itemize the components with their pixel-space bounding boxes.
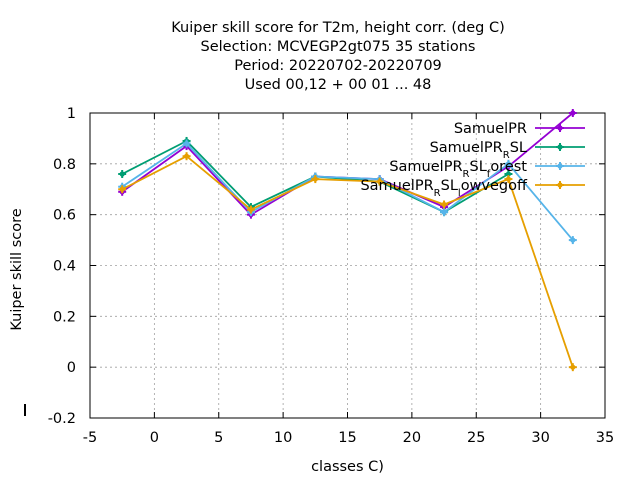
- series: [118, 109, 577, 372]
- marker-dot: [505, 171, 512, 177]
- grid: [90, 113, 605, 418]
- marker-dot: [505, 161, 512, 167]
- data-point: [504, 159, 513, 168]
- data-point: [182, 152, 191, 161]
- marker-dot: [248, 206, 254, 213]
- marker-dot: [183, 153, 190, 159]
- legend-text-part: SL: [510, 140, 527, 156]
- legend: SamuelPRSamuelPRRSLSamuelPRRSLforestSamu…: [360, 121, 585, 199]
- y-axis-label: Kuiper skill score: [9, 208, 25, 330]
- y-tick-label: 0.2: [53, 309, 76, 325]
- legend-item-1: SamuelPRRSL: [430, 140, 585, 161]
- marker-dot: [570, 110, 576, 116]
- x-tick-label: 10: [274, 430, 292, 446]
- data-point: [504, 175, 513, 184]
- legend-label: SamuelPRRSL: [430, 140, 527, 161]
- legend-text-part: SL: [469, 159, 486, 175]
- data-point: [311, 175, 320, 184]
- y-tick-label: -0.2: [48, 411, 76, 427]
- marker-dot: [557, 144, 563, 150]
- legend-label: SamuelPRRSLlowvegoff: [360, 178, 528, 199]
- legend-item-3: SamuelPRRSLlowvegoff: [360, 178, 585, 199]
- legend-marker: [556, 181, 564, 189]
- title-line: Selection: MCVEGP2gt075 35 stations: [201, 39, 476, 55]
- x-tick-label: -5: [83, 430, 97, 446]
- legend-text-part: SL: [441, 178, 458, 194]
- marker-dot: [505, 176, 512, 182]
- marker-dot: [441, 201, 447, 208]
- x-axis-ticks: -5 0 5 10 15 20 25 30 35: [83, 113, 614, 446]
- y-axis-ticks: -0.2 0 0.2 0.4 0.6 0.8 1: [48, 106, 605, 427]
- data-point: [568, 109, 577, 117]
- legend-subscript: l: [458, 188, 461, 199]
- data-point: [375, 177, 384, 186]
- legend-text-part: owvegoff: [461, 178, 528, 194]
- y-tick-label: 0.6: [53, 208, 76, 224]
- title-line: Kuiper skill score for T2m, height corr.…: [171, 20, 505, 36]
- data-point: [118, 170, 127, 178]
- x-tick-label: 20: [403, 430, 421, 446]
- marker-dot: [119, 171, 125, 177]
- marker-dot: [441, 209, 447, 215]
- data-point: [182, 139, 191, 148]
- legend-subscript: f: [487, 169, 491, 180]
- y-tick-label: 0.8: [53, 157, 76, 173]
- title-line: Period: 20220702-20220709: [234, 58, 442, 74]
- legend-text-part: SamuelPR: [389, 159, 462, 175]
- marker-dot: [557, 182, 563, 188]
- legend-subscript: R: [434, 188, 441, 199]
- legend-text-part: SamuelPR: [360, 178, 433, 194]
- legend-item-0: SamuelPR: [454, 121, 585, 137]
- chart-title: Kuiper skill score for T2m, height corr.…: [171, 20, 505, 93]
- x-tick-label: 15: [338, 430, 356, 446]
- series-2: [118, 139, 577, 245]
- marker-dot: [570, 364, 576, 370]
- data-point: [118, 185, 127, 194]
- marker-dot: [557, 163, 563, 169]
- y-tick-label: 0.4: [53, 259, 76, 275]
- marker-dot: [312, 176, 318, 182]
- legend-marker: [556, 162, 564, 170]
- marker-dot: [377, 179, 383, 185]
- data-point: [568, 236, 577, 245]
- data-point: [246, 205, 255, 214]
- legend-item-2: SamuelPRRSLforest: [389, 159, 585, 180]
- x-axis-label: classes C): [311, 459, 384, 475]
- legend-subscript: R: [503, 150, 510, 161]
- marker-dot: [570, 237, 576, 243]
- x-tick-label: 0: [150, 430, 159, 446]
- y-tick-label: 1: [67, 106, 76, 122]
- data-point: [440, 208, 449, 217]
- data-point: [440, 200, 449, 209]
- series-3: [118, 152, 577, 372]
- series-line: [121, 155, 574, 368]
- marker-dot: [119, 186, 125, 192]
- x-tick-label: 30: [531, 430, 549, 446]
- marker-dot: [183, 140, 190, 147]
- series-line: [121, 142, 574, 241]
- legend-label: SamuelPRRSLforest: [389, 159, 527, 180]
- title-line: Used 00,12 + 00 01 ... 48: [245, 77, 432, 93]
- marker-dot: [557, 125, 563, 131]
- x-tick-label: 25: [467, 430, 485, 446]
- legend-subscript: R: [463, 169, 470, 180]
- data-point: [568, 363, 577, 372]
- legend-text-part: orest: [490, 159, 527, 175]
- legend-label: SamuelPR: [454, 121, 527, 137]
- x-tick-label: 5: [214, 430, 223, 446]
- legend-marker: [556, 143, 564, 151]
- y-tick-label: 0: [67, 360, 76, 376]
- x-tick-label: 35: [596, 430, 614, 446]
- legend-text-part: SamuelPR: [430, 140, 503, 156]
- legend-marker: [556, 124, 564, 132]
